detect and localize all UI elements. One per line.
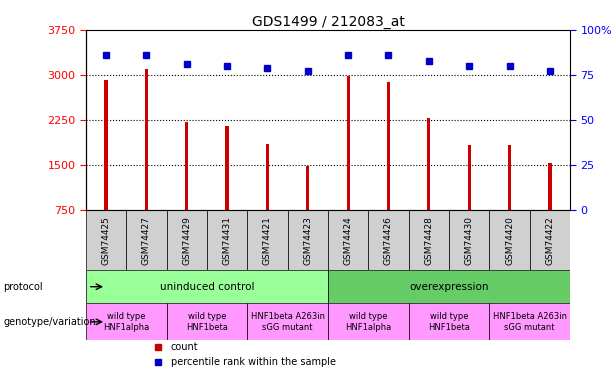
Text: GSM74425: GSM74425 bbox=[102, 216, 110, 265]
Text: wild type
HNF1beta: wild type HNF1beta bbox=[186, 312, 228, 332]
Text: GSM74420: GSM74420 bbox=[505, 216, 514, 265]
Text: percentile rank within the sample: percentile rank within the sample bbox=[170, 357, 335, 367]
Bar bbox=[167, 210, 207, 270]
Bar bbox=[346, 76, 350, 210]
Bar bbox=[387, 82, 390, 210]
Text: wild type
HNF1beta: wild type HNF1beta bbox=[428, 312, 470, 332]
Text: GSM74430: GSM74430 bbox=[465, 216, 474, 265]
Text: HNF1beta A263in
sGG mutant: HNF1beta A263in sGG mutant bbox=[493, 312, 567, 332]
Text: uninduced control: uninduced control bbox=[159, 282, 254, 292]
Bar bbox=[86, 210, 126, 270]
Bar bbox=[207, 210, 247, 270]
Bar bbox=[104, 80, 108, 210]
Bar bbox=[409, 210, 449, 270]
Bar bbox=[266, 144, 269, 210]
Bar bbox=[368, 210, 409, 270]
Bar bbox=[328, 210, 368, 270]
Bar bbox=[427, 118, 430, 210]
Bar bbox=[226, 126, 229, 210]
Bar bbox=[328, 270, 570, 303]
Bar bbox=[145, 69, 148, 210]
Text: GSM74424: GSM74424 bbox=[344, 216, 352, 264]
Bar bbox=[167, 303, 247, 340]
Text: overexpression: overexpression bbox=[409, 282, 489, 292]
Text: GSM74422: GSM74422 bbox=[546, 216, 554, 264]
Text: HNF1beta A263in
sGG mutant: HNF1beta A263in sGG mutant bbox=[251, 312, 325, 332]
Bar bbox=[530, 210, 570, 270]
Text: GSM74429: GSM74429 bbox=[182, 216, 191, 265]
Text: protocol: protocol bbox=[3, 282, 43, 292]
Bar bbox=[185, 122, 188, 210]
Bar bbox=[287, 210, 328, 270]
Bar bbox=[508, 145, 511, 210]
Bar bbox=[306, 166, 310, 210]
Text: GSM74423: GSM74423 bbox=[303, 216, 312, 265]
Text: GSM74431: GSM74431 bbox=[223, 216, 232, 265]
Bar bbox=[86, 303, 167, 340]
Text: wild type
HNF1alpha: wild type HNF1alpha bbox=[103, 312, 150, 332]
Bar bbox=[247, 303, 328, 340]
Bar bbox=[409, 303, 489, 340]
Text: GSM74428: GSM74428 bbox=[424, 216, 433, 265]
Text: wild type
HNF1alpha: wild type HNF1alpha bbox=[345, 312, 392, 332]
Bar bbox=[86, 270, 328, 303]
Text: GSM74426: GSM74426 bbox=[384, 216, 393, 265]
Text: GSM74421: GSM74421 bbox=[263, 216, 272, 265]
Bar bbox=[328, 303, 409, 340]
Bar bbox=[247, 210, 287, 270]
Text: genotype/variation: genotype/variation bbox=[3, 317, 96, 327]
Bar bbox=[468, 145, 471, 210]
Text: count: count bbox=[170, 342, 198, 352]
Bar bbox=[489, 303, 570, 340]
Text: GSM74427: GSM74427 bbox=[142, 216, 151, 265]
Bar bbox=[449, 210, 489, 270]
Bar bbox=[126, 210, 167, 270]
Bar bbox=[548, 164, 552, 210]
Bar bbox=[489, 210, 530, 270]
Title: GDS1499 / 212083_at: GDS1499 / 212083_at bbox=[251, 15, 405, 29]
